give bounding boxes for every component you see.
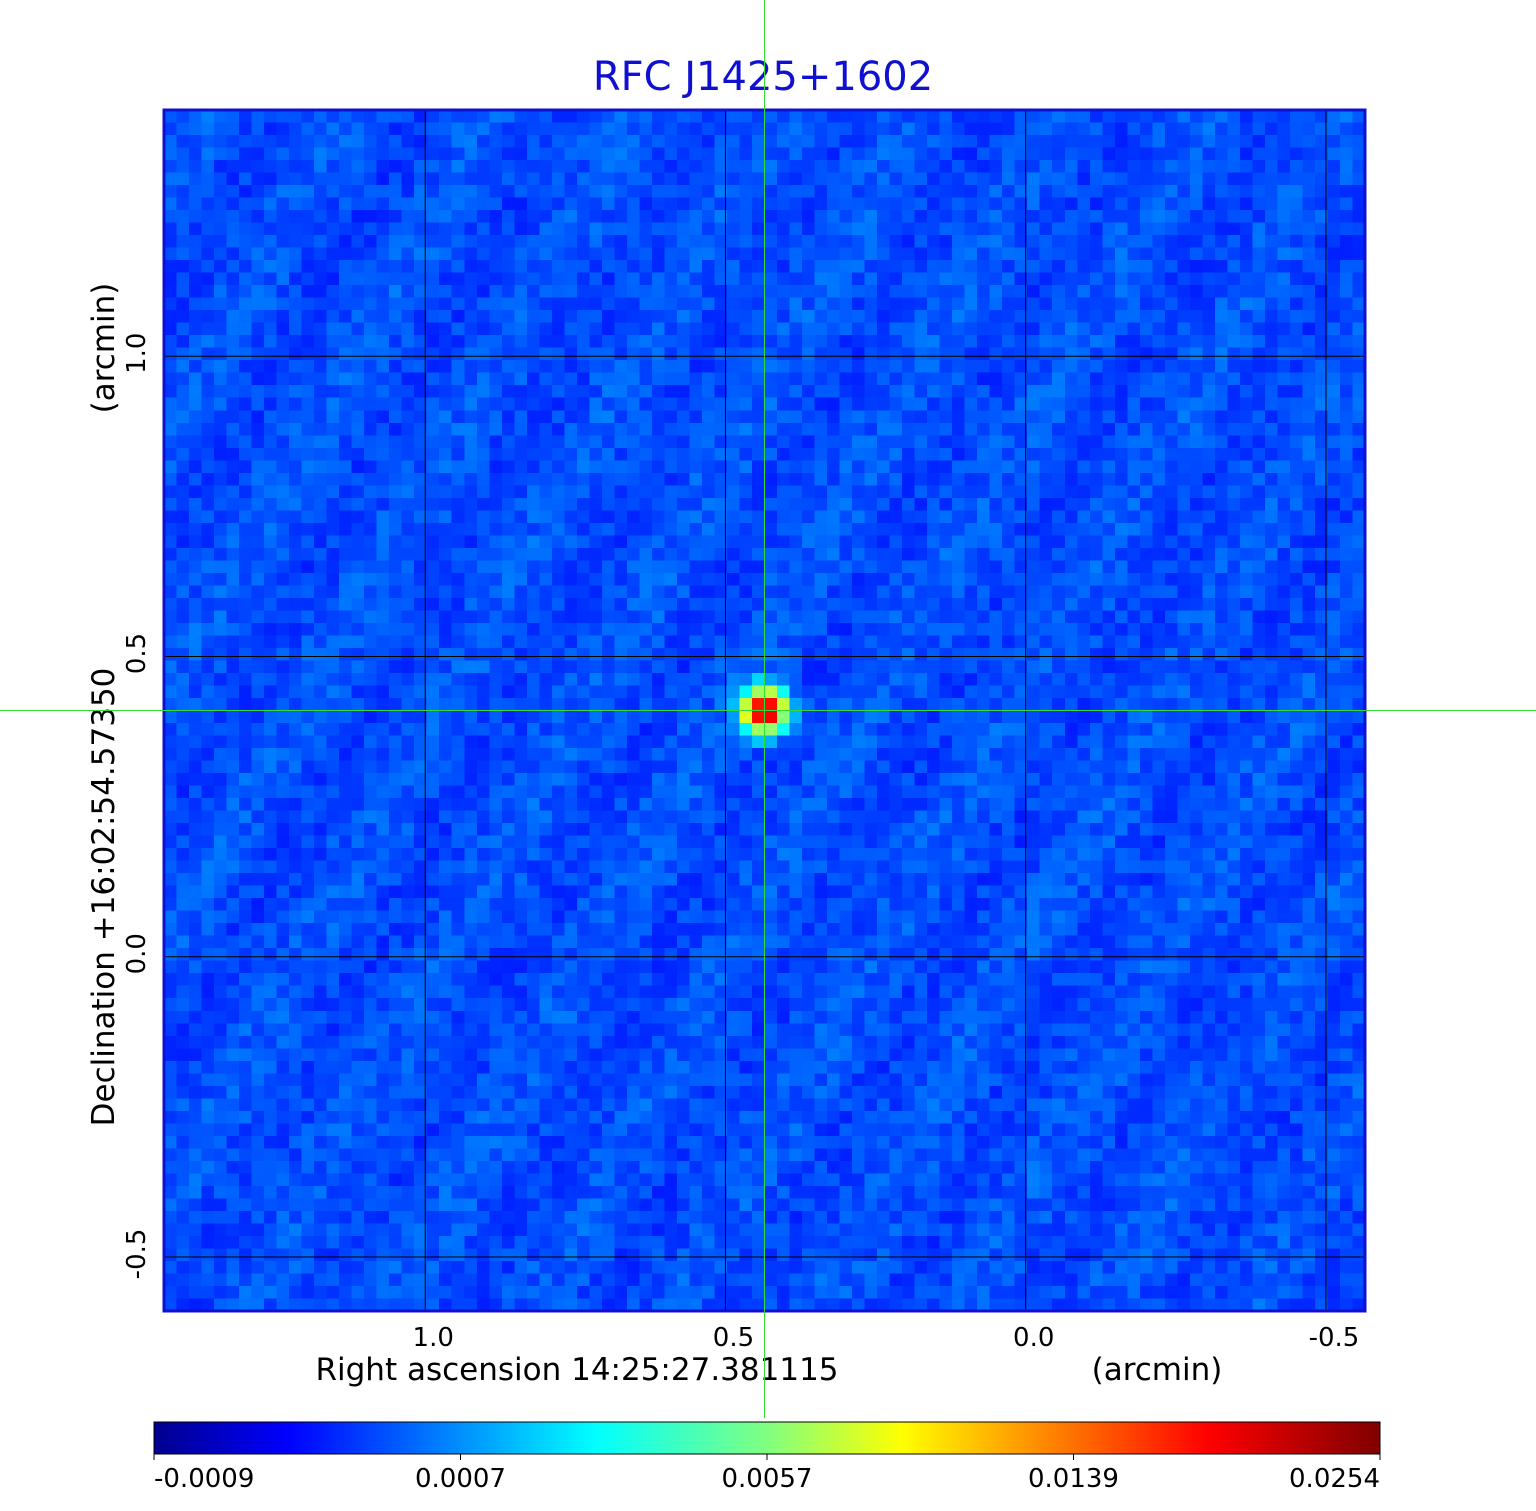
- y-tick-label: 0.0: [122, 933, 152, 974]
- colorbar-tick-label: 0.0139: [1028, 1464, 1119, 1494]
- colorbar: [153, 1421, 1381, 1455]
- x-tick-label: 0.5: [713, 1323, 754, 1353]
- x-tick-label: 0.0: [1013, 1323, 1054, 1353]
- x-tick-label: -0.5: [1309, 1323, 1360, 1353]
- y-axis-ticks: 1.0 0.5 0.0 -0.5: [122, 333, 152, 1280]
- x-tick-label: 1.0: [413, 1323, 454, 1353]
- y-axis-label: Declination +16:02:54.57350: [86, 668, 122, 1127]
- colorbar-tick-label: 0.0057: [722, 1464, 813, 1494]
- crosshair: [0, 0, 1536, 1418]
- x-axis-ticks: 1.0 0.5 0.0 -0.5: [413, 1323, 1360, 1353]
- colorbar-tick-label: -0.0009: [154, 1464, 254, 1494]
- x-axis-label: Right ascension 14:25:27.381115: [315, 1352, 838, 1388]
- x-axis-unit: (arcmin): [1092, 1352, 1223, 1388]
- chart-title: RFC J1425+1602: [593, 54, 933, 100]
- colorbar-tick-label: 0.0254: [1289, 1464, 1380, 1494]
- colorbar-tick-label: 0.0007: [415, 1464, 506, 1494]
- colorbar-ticks: -0.0009 0.0007 0.0057 0.0139 0.0254: [153, 1454, 1381, 1494]
- y-tick-label: -0.5: [122, 1229, 152, 1280]
- y-axis-unit: (arcmin): [86, 283, 122, 414]
- y-tick-label: 1.0: [122, 333, 152, 374]
- y-tick-label: 0.5: [122, 633, 152, 674]
